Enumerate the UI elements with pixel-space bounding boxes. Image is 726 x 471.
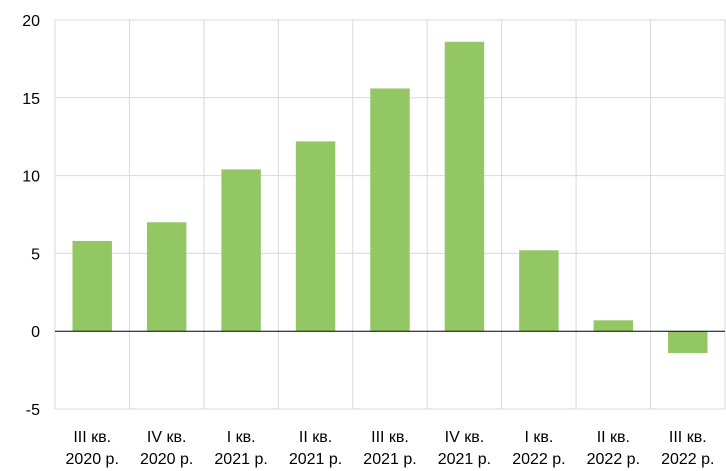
x-tick-label: II кв. 2021 р. [289, 429, 342, 468]
bar [668, 331, 708, 353]
plot-area-frame [54, 19, 726, 410]
bar [221, 169, 261, 332]
bar [295, 141, 336, 332]
bars [72, 41, 708, 353]
bar [519, 250, 559, 332]
y-tick-label: -5 [26, 402, 40, 419]
y-tick-labels: -5 0 5 10 15 20 [22, 13, 40, 419]
y-tick-label: 0 [31, 324, 40, 341]
y-tick-label: 10 [22, 169, 40, 186]
bar [146, 222, 187, 332]
bar [593, 320, 634, 332]
y-tick-label: 20 [22, 13, 40, 30]
x-tick-labels: III кв. 2020 р. IV кв. 2020 р. I кв. 2021 р. I… [66, 429, 715, 468]
bar [370, 88, 410, 332]
y-tick-label: 5 [31, 246, 40, 263]
bar [444, 41, 485, 332]
x-tick-label: I кв. 2022 р. [512, 429, 565, 468]
x-tick-label: III кв. 2020 р. [66, 429, 119, 468]
x-tick-label: III кв. 2022 р. [661, 429, 714, 468]
x-tick-label: III кв. 2021 р. [363, 429, 416, 468]
y-tick-label: 15 [22, 91, 40, 108]
x-tick-label: I кв. 2021 р. [214, 429, 267, 468]
x-tick-label: IV кв. 2020 р. [140, 429, 193, 468]
x-tick-label: II кв. 2022 р. [587, 429, 640, 468]
bar [72, 240, 112, 332]
x-tick-label: IV кв. 2021 р. [438, 429, 491, 468]
